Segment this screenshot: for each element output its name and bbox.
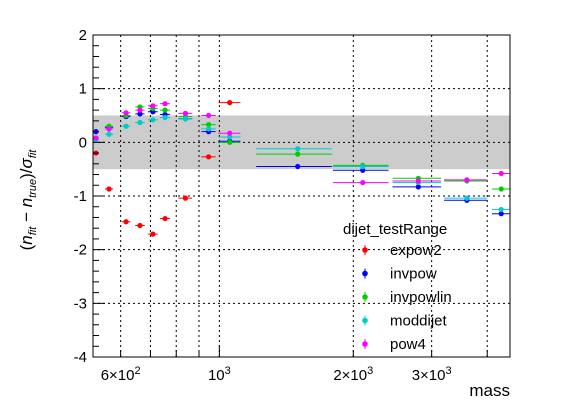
x-tick-label-exponent: 3 (367, 365, 373, 377)
data-point (150, 231, 156, 237)
x-tick-label-base: 6×10 (101, 367, 135, 384)
series-moddijet (93, 115, 510, 213)
y-tick-label: -3 (74, 295, 87, 312)
x-tick-label-exponent: 3 (445, 365, 451, 377)
y-tick-label: 0 (79, 134, 87, 151)
x-axis-title: mass (469, 381, 510, 400)
y-title-sigma: σ (17, 157, 36, 168)
y-title-fit-sub-2: fit (27, 149, 39, 159)
legend-label: expow2 (390, 242, 442, 259)
legend-label: invpow (390, 266, 437, 283)
data-point (123, 123, 129, 129)
data-point (227, 130, 233, 136)
data-point (106, 126, 112, 132)
y-tick-label: -2 (74, 242, 87, 259)
y-title-true-sub: true (27, 179, 39, 198)
legend-label: moddijet (390, 313, 448, 330)
x-tick-label-base: 10 (208, 367, 225, 384)
y-tick-label: -4 (74, 349, 87, 366)
data-point (206, 112, 212, 119)
x-tick-label-base: 2×10 (333, 367, 367, 384)
data-point (415, 178, 421, 184)
y-axis-title: (nfit − ntrue)/σfit (17, 149, 39, 251)
data-point (360, 179, 366, 186)
data-point (182, 116, 189, 122)
data-layer (93, 100, 510, 237)
x-tick-label-exponent: 3 (225, 365, 231, 377)
data-point (498, 170, 504, 177)
data-point (137, 111, 143, 117)
band-layer (93, 115, 510, 170)
y-tick-label: 1 (79, 81, 87, 98)
data-point (295, 151, 301, 157)
y-title-minus: − (17, 207, 36, 226)
y-title-open-paren: ( (17, 244, 36, 250)
y-title-n2: n (17, 198, 36, 207)
data-point (137, 107, 143, 113)
tick-label-layer: 210-1-2-3-46×102 103 2×103 3×103 (74, 27, 452, 384)
y-tick-label: 2 (79, 27, 87, 44)
data-point (464, 177, 470, 183)
legend-title: dijet_testRange (343, 221, 447, 238)
tick-layer (93, 34, 488, 358)
data-point (227, 134, 233, 140)
data-point (162, 215, 168, 222)
data-point (498, 206, 504, 213)
data-point (182, 195, 189, 201)
legend-marker (362, 317, 368, 324)
data-point (464, 195, 470, 201)
data-point (123, 110, 129, 116)
series-expow2 (93, 100, 241, 237)
x-tick-label: 2×103 (333, 365, 373, 384)
sigma-band (93, 115, 510, 170)
data-point (182, 110, 189, 116)
data-point (360, 163, 366, 170)
data-point (227, 100, 233, 106)
y-tick-label: -1 (74, 188, 87, 205)
data-point (360, 167, 366, 173)
data-point (162, 101, 168, 107)
data-point (150, 103, 156, 109)
y-title-fit-sub-1: fit (27, 226, 39, 236)
data-point (162, 107, 168, 113)
data-point (498, 186, 504, 192)
data-point (227, 139, 233, 145)
data-point (206, 122, 212, 128)
legend-marker (362, 247, 368, 253)
y-title-n1: n (17, 235, 36, 244)
legend-marker (362, 294, 368, 300)
legend-label: invpowlin (390, 289, 452, 306)
x-tick-label-exponent: 2 (134, 365, 140, 377)
data-point (106, 186, 112, 192)
data-point (206, 154, 212, 160)
data-point (93, 135, 99, 141)
y-title-close-paren: )/ (17, 168, 36, 179)
data-point (206, 126, 212, 132)
legend-marker (362, 270, 368, 277)
data-point (137, 222, 143, 229)
data-point (498, 211, 504, 217)
data-point (150, 117, 156, 123)
legend-marker (362, 341, 368, 347)
x-tick-label: 6×102 (101, 365, 141, 384)
x-tick-label: 3×103 (412, 365, 452, 384)
data-point (295, 163, 301, 170)
data-point (295, 146, 301, 152)
data-point (162, 115, 168, 121)
data-point (123, 219, 129, 225)
legend-label: pow4 (390, 336, 426, 353)
data-point (415, 184, 421, 190)
grid-layer (93, 35, 510, 357)
data-point (106, 131, 112, 137)
data-point (137, 119, 143, 126)
x-tick-label-base: 3×10 (412, 367, 446, 384)
legend: dijet_testRange expow2 invpow invpowlin modd… (343, 221, 452, 353)
x-tick-label: 103 (208, 365, 231, 384)
series-pow4 (93, 101, 510, 186)
